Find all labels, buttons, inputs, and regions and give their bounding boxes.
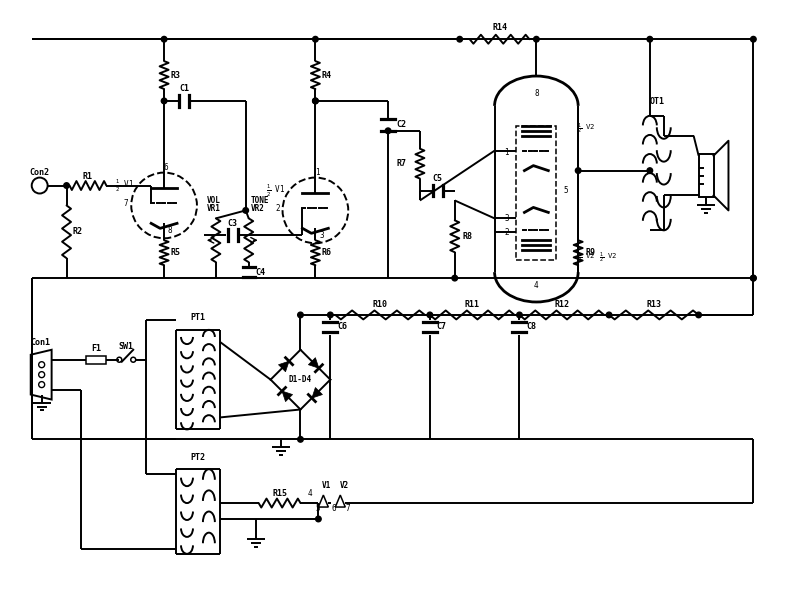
Text: R2: R2 bbox=[73, 227, 82, 236]
Text: R12: R12 bbox=[554, 301, 570, 310]
Circle shape bbox=[534, 37, 539, 42]
Text: R10: R10 bbox=[373, 301, 387, 310]
Text: VR1: VR1 bbox=[207, 204, 221, 213]
Text: C3: C3 bbox=[228, 219, 238, 228]
Text: 4: 4 bbox=[308, 488, 313, 497]
Circle shape bbox=[750, 275, 756, 281]
Text: 7: 7 bbox=[346, 503, 350, 512]
Text: 2: 2 bbox=[275, 204, 280, 213]
Text: Con2: Con2 bbox=[30, 168, 50, 177]
Text: 1: 1 bbox=[315, 168, 320, 177]
Circle shape bbox=[427, 312, 433, 318]
Circle shape bbox=[327, 312, 333, 318]
Text: $\frac{1}{2}$ V1: $\frac{1}{2}$ V1 bbox=[114, 178, 134, 194]
Circle shape bbox=[386, 128, 391, 134]
Text: C7: C7 bbox=[437, 322, 447, 331]
Text: R8: R8 bbox=[462, 232, 473, 241]
Circle shape bbox=[313, 98, 318, 104]
Polygon shape bbox=[278, 361, 289, 372]
Circle shape bbox=[452, 275, 458, 281]
Text: F1: F1 bbox=[91, 344, 102, 353]
Text: 3: 3 bbox=[319, 231, 324, 240]
Text: R9: R9 bbox=[585, 248, 595, 257]
Circle shape bbox=[313, 37, 318, 42]
Polygon shape bbox=[282, 391, 293, 401]
Text: R1: R1 bbox=[83, 172, 93, 181]
Text: R14: R14 bbox=[492, 23, 507, 32]
Circle shape bbox=[696, 312, 702, 318]
Polygon shape bbox=[308, 358, 319, 368]
Text: C8: C8 bbox=[526, 322, 536, 331]
Text: R6: R6 bbox=[322, 248, 331, 257]
Text: $\frac{1}{2}$ V2: $\frac{1}{2}$ V2 bbox=[577, 251, 595, 265]
Text: $\frac{1}{2}$ V2: $\frac{1}{2}$ V2 bbox=[598, 251, 618, 265]
Text: C1: C1 bbox=[179, 85, 189, 94]
Text: VOL: VOL bbox=[207, 196, 221, 205]
Text: 8: 8 bbox=[534, 89, 538, 98]
Text: 3: 3 bbox=[504, 214, 509, 223]
Circle shape bbox=[162, 98, 167, 104]
Polygon shape bbox=[312, 388, 322, 398]
Bar bbox=[698, 154, 714, 197]
Text: R3: R3 bbox=[170, 71, 180, 80]
Circle shape bbox=[298, 312, 303, 318]
Bar bbox=[517, 126, 556, 260]
Circle shape bbox=[162, 37, 167, 42]
Circle shape bbox=[750, 275, 756, 281]
Text: R5: R5 bbox=[170, 248, 180, 257]
Text: C2: C2 bbox=[396, 121, 406, 130]
Text: R13: R13 bbox=[646, 301, 662, 310]
Text: C4: C4 bbox=[256, 268, 266, 277]
Text: D1-D4: D1-D4 bbox=[289, 375, 312, 384]
Circle shape bbox=[647, 168, 653, 173]
Text: 6: 6 bbox=[332, 503, 337, 512]
Text: C6: C6 bbox=[338, 322, 347, 331]
Text: 8: 8 bbox=[168, 226, 172, 235]
Text: PT1: PT1 bbox=[190, 313, 206, 322]
Circle shape bbox=[647, 37, 653, 42]
Text: 5: 5 bbox=[564, 186, 569, 195]
Text: 6: 6 bbox=[164, 163, 169, 172]
Text: OT1: OT1 bbox=[650, 97, 664, 106]
Text: V1: V1 bbox=[322, 481, 331, 490]
Text: TONE: TONE bbox=[250, 196, 269, 205]
Circle shape bbox=[313, 98, 318, 104]
Circle shape bbox=[298, 437, 303, 442]
Text: 1: 1 bbox=[504, 148, 509, 157]
Bar bbox=[86, 356, 106, 364]
Text: Con1: Con1 bbox=[30, 338, 50, 347]
Text: PT2: PT2 bbox=[190, 453, 206, 462]
Circle shape bbox=[64, 183, 70, 188]
Circle shape bbox=[750, 37, 756, 42]
Text: SW1: SW1 bbox=[118, 342, 134, 351]
Text: V2: V2 bbox=[340, 481, 349, 490]
Circle shape bbox=[457, 37, 462, 42]
Circle shape bbox=[243, 208, 249, 213]
Text: R15: R15 bbox=[272, 488, 287, 497]
Text: R4: R4 bbox=[322, 71, 331, 80]
Text: $\frac{1}{2}$ V2: $\frac{1}{2}$ V2 bbox=[577, 122, 595, 136]
Circle shape bbox=[606, 312, 612, 318]
Circle shape bbox=[575, 168, 581, 173]
Text: $\frac{1}{2}$ V1: $\frac{1}{2}$ V1 bbox=[266, 182, 286, 199]
Circle shape bbox=[517, 312, 522, 318]
Text: 5: 5 bbox=[315, 503, 320, 512]
Circle shape bbox=[315, 516, 321, 522]
Text: 2: 2 bbox=[504, 228, 509, 237]
Text: 4: 4 bbox=[534, 281, 538, 290]
Text: VR2: VR2 bbox=[250, 204, 265, 213]
Text: R11: R11 bbox=[465, 301, 480, 310]
Text: 7: 7 bbox=[124, 199, 129, 208]
Text: C5: C5 bbox=[433, 174, 443, 183]
Text: R7: R7 bbox=[397, 159, 407, 168]
